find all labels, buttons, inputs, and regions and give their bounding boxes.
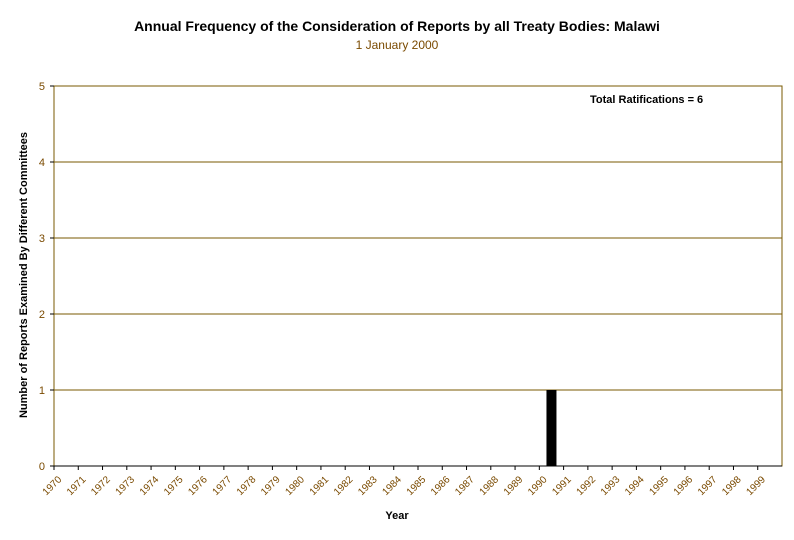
total-ratifications-annotation: Total Ratifications = 6 bbox=[590, 94, 704, 106]
x-tick-label: 1976 bbox=[186, 474, 210, 498]
x-tick-label: 1982 bbox=[332, 474, 356, 498]
x-tick-label: 1985 bbox=[405, 474, 429, 498]
x-tick-label: 1980 bbox=[283, 474, 307, 498]
x-axis-label: Year bbox=[385, 510, 409, 522]
x-tick-label: 1978 bbox=[235, 474, 259, 498]
x-tick-label: 1997 bbox=[696, 474, 720, 498]
y-tick-label: 3 bbox=[39, 233, 45, 245]
x-tick-label: 1992 bbox=[575, 474, 599, 498]
y-tick-label: 5 bbox=[39, 81, 45, 93]
x-tick-label: 1981 bbox=[308, 474, 332, 498]
x-tick-label: 1987 bbox=[453, 474, 477, 498]
x-tick-label: 1974 bbox=[138, 474, 162, 498]
x-tick-label: 1973 bbox=[114, 474, 138, 498]
x-tick-label: 1986 bbox=[429, 474, 453, 498]
x-tick-label: 1971 bbox=[65, 474, 89, 498]
y-tick-label: 0 bbox=[39, 461, 45, 473]
x-tick-label: 1984 bbox=[380, 474, 404, 498]
chart-title: Annual Frequency of the Consideration of… bbox=[134, 18, 660, 34]
x-tick-label: 1999 bbox=[744, 474, 768, 498]
x-tick-label: 1989 bbox=[502, 474, 526, 498]
x-tick-label: 1990 bbox=[526, 474, 550, 498]
x-tick-label: 1998 bbox=[720, 474, 744, 498]
x-tick-label: 1983 bbox=[356, 474, 380, 498]
bar-1990 bbox=[546, 390, 557, 466]
x-tick-label: 1993 bbox=[599, 474, 623, 498]
x-tick-label: 1996 bbox=[672, 474, 696, 498]
x-tick-label: 1995 bbox=[647, 474, 671, 498]
y-tick-label: 1 bbox=[39, 385, 45, 397]
x-tick-label: 1972 bbox=[89, 474, 113, 498]
x-tick-label: 1975 bbox=[162, 474, 186, 498]
plot-area bbox=[53, 85, 783, 467]
x-tick-label: 1988 bbox=[478, 474, 502, 498]
x-tick-label: 1977 bbox=[211, 474, 235, 498]
chart-subtitle: 1 January 2000 bbox=[355, 38, 439, 52]
x-tick-label: 1991 bbox=[550, 474, 574, 498]
x-tick-label: 1970 bbox=[41, 474, 65, 498]
x-tick-label: 1994 bbox=[623, 474, 647, 498]
x-tick-label: 1979 bbox=[259, 474, 283, 498]
y-tick-label: 4 bbox=[39, 157, 45, 169]
y-tick-label: 2 bbox=[39, 309, 45, 321]
